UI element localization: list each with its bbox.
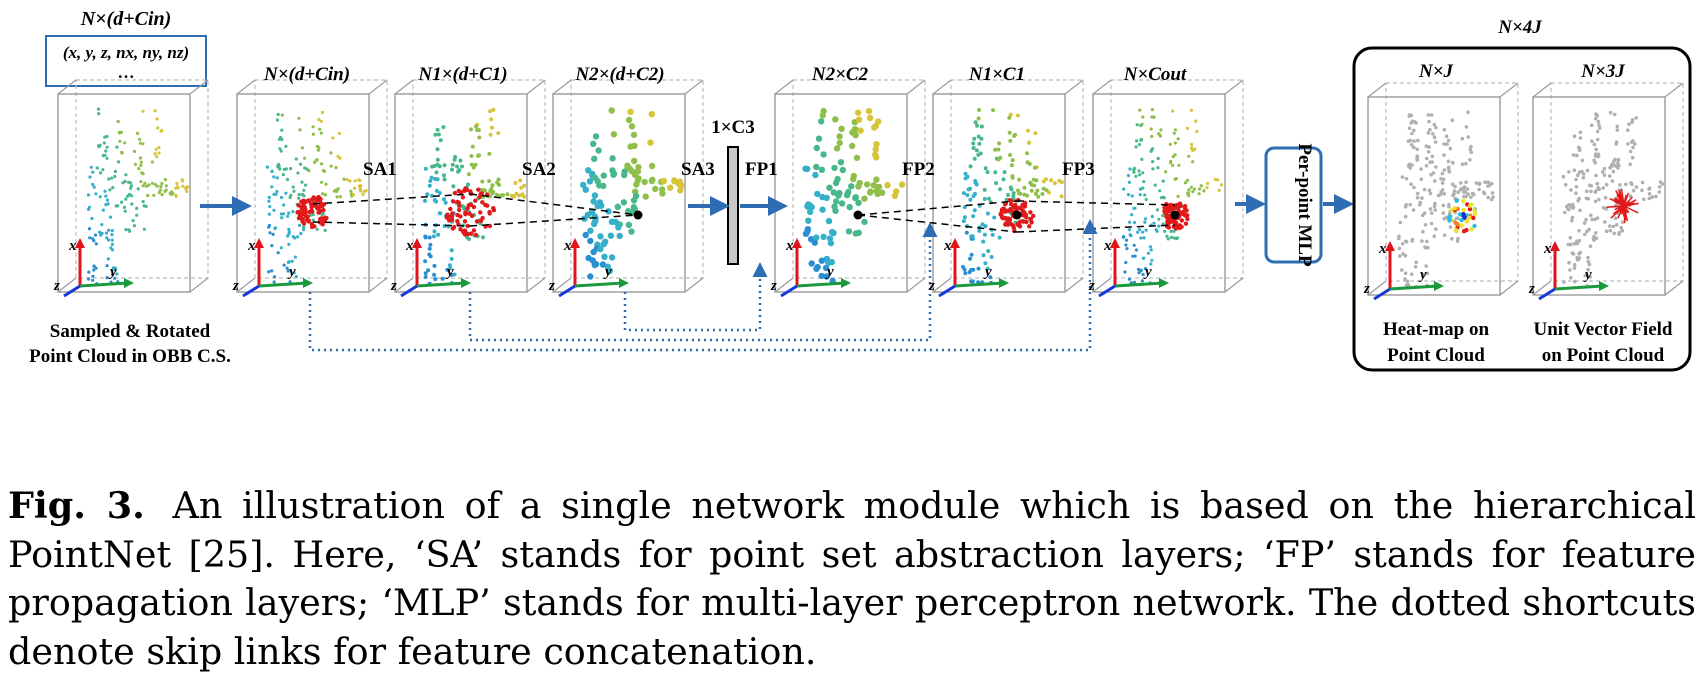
axis-label-y: y <box>603 264 612 280</box>
layer-sa1: SA1 <box>363 159 397 180</box>
skip-links <box>308 219 1098 352</box>
axis-label-z: z <box>1528 281 1535 297</box>
output-box <box>1352 46 1692 372</box>
axis-triad-2: x y z <box>232 238 313 298</box>
axis-label-y: y <box>1583 267 1592 283</box>
vector-dims: N×3J <box>1580 61 1625 82</box>
input-caption-1: Sampled & Rotated <box>50 321 211 342</box>
point-cloud-7 <box>1092 79 1244 293</box>
point-cloud-5 <box>774 79 926 293</box>
axis-label-x: x <box>1103 238 1112 254</box>
layer-sa2: SA2 <box>522 159 556 180</box>
point-cloud-boxes <box>57 79 1684 296</box>
point-cloud-4 <box>552 79 704 293</box>
axis-label-z: z <box>770 278 777 294</box>
axis-label-y: y <box>445 264 454 280</box>
axis-label-y: y <box>983 264 992 280</box>
axis-label-x: x <box>1543 241 1552 257</box>
axis-label-y: y <box>108 264 117 280</box>
stage-dims-1: N×(d+Cin) <box>263 64 350 85</box>
point-cloud-3 <box>394 79 546 293</box>
axis-label-z: z <box>548 278 555 294</box>
axis-label-z: z <box>390 278 397 294</box>
axis-triad-5: x y z <box>770 238 851 298</box>
input-caption-2: Point Cloud in OBB C.S. <box>29 346 231 367</box>
input-dims-label: N×(d+Cin) <box>80 8 172 30</box>
axis-label-y: y <box>825 264 834 280</box>
axis-label-x: x <box>247 238 256 254</box>
stage-dims-2: N1×(d+C1) <box>417 64 507 85</box>
axis-triad-9: x y z <box>1528 241 1609 301</box>
receptive-field-connections <box>312 193 1176 233</box>
heatmap-caption-2: Point Cloud <box>1387 345 1485 366</box>
point-cloud-2 <box>236 79 388 293</box>
layer-sa3: SA3 <box>681 159 715 180</box>
heatmap-dims: N×J <box>1418 61 1454 82</box>
input-ellipsis: … <box>118 63 135 82</box>
axis-label-z: z <box>1088 278 1095 294</box>
axis-label-z: z <box>232 278 239 294</box>
axis-triad-4: x y z <box>548 238 629 298</box>
axis-triad-3: x y z <box>390 238 471 298</box>
heatmap-caption-1: Heat-map on <box>1383 319 1490 340</box>
vector-caption-1: Unit Vector Field <box>1534 319 1673 340</box>
stage-dims-5: N1×C1 <box>968 64 1025 85</box>
axis-label-x: x <box>68 238 77 254</box>
axis-label-y: y <box>287 264 296 280</box>
layer-fp1: FP1 <box>745 159 778 180</box>
network-diagram: N×(d+Cin) (x, y, z, nx, ny, nz) … N×(d+C… <box>29 8 1692 372</box>
mlp-box <box>1264 146 1323 264</box>
layer-fp3: FP3 <box>1062 159 1095 180</box>
input-feature-box <box>45 35 207 87</box>
axis-label-y: y <box>1418 267 1427 283</box>
stage-dims-4: N2×C2 <box>811 64 869 85</box>
axis-triad-7: x y z <box>1088 238 1169 298</box>
figure-caption: Fig. 3. An illustration of a single netw… <box>8 482 1696 676</box>
caption-label: Fig. 3. <box>8 484 145 527</box>
axis-label-x: x <box>563 238 572 254</box>
stage-dims-3: N2×(d+C2) <box>574 64 664 85</box>
axis-label-z: z <box>1363 281 1370 297</box>
axis-triad-6: x y z <box>928 238 1009 298</box>
axis-label-x: x <box>785 238 794 254</box>
coordinate-axes: x y z x y z x y z x y z x y z x y z x y z x y z x y z <box>53 238 1609 301</box>
bottleneck-label: 1×C3 <box>711 117 755 138</box>
stage-dims-6: N×Cout <box>1123 64 1187 85</box>
mlp-label: Per-point MLP <box>1294 143 1315 267</box>
axis-label-x: x <box>1378 241 1387 257</box>
vector-caption-2: on Point Cloud <box>1542 345 1665 366</box>
axis-label-y: y <box>1143 264 1152 280</box>
axis-triad-8: x y z <box>1363 241 1444 301</box>
point-cloud-1 <box>57 79 209 293</box>
output-title: N×4J <box>1497 17 1542 38</box>
layer-fp2: FP2 <box>902 159 935 180</box>
axis-label-x: x <box>943 238 952 254</box>
axis-triad-1: x y z <box>53 238 134 298</box>
axis-label-z: z <box>53 278 60 294</box>
point-cloud-8 <box>1367 82 1519 296</box>
point-cloud-9 <box>1532 82 1684 296</box>
axis-label-x: x <box>405 238 414 254</box>
axis-label-z: z <box>928 278 935 294</box>
input-features-label: (x, y, z, nx, ny, nz) <box>63 43 189 62</box>
bottleneck-bar <box>727 146 739 265</box>
caption-text: An illustration of a single network modu… <box>8 484 1696 673</box>
